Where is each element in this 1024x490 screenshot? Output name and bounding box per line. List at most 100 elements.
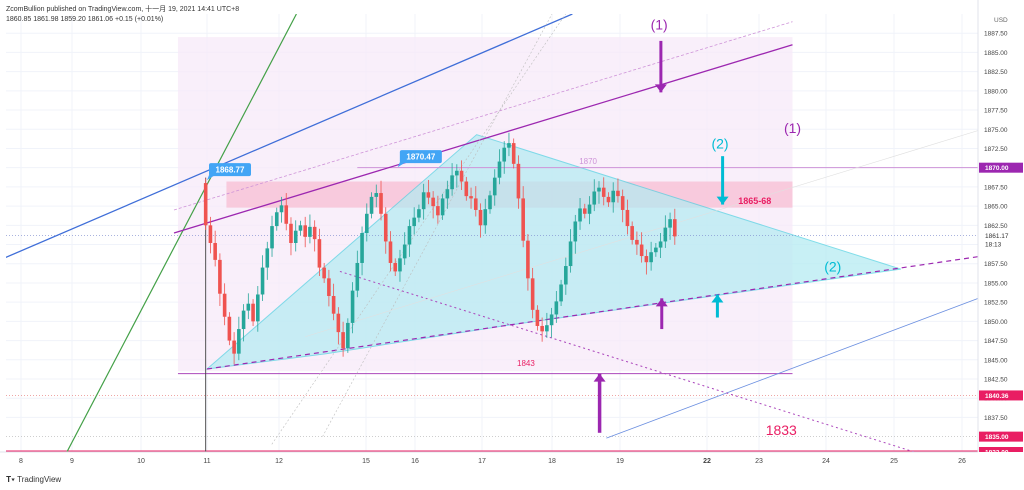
arrow-up-purple-large-head xyxy=(593,373,606,382)
candle xyxy=(639,232,644,263)
time-tick: 24 xyxy=(822,458,830,465)
time-tick: 22 xyxy=(703,458,711,465)
candle xyxy=(507,132,511,157)
callout-text: 1870.47 xyxy=(406,153,435,162)
candle-body xyxy=(203,183,208,226)
wave-label: (2) xyxy=(824,258,841,274)
candle xyxy=(331,283,336,321)
candle xyxy=(265,241,270,280)
price-tick: 1865.00 xyxy=(984,204,1008,211)
candle-body xyxy=(469,196,473,199)
candle-body xyxy=(317,239,322,268)
candle-body xyxy=(227,316,232,341)
candle xyxy=(535,305,540,331)
candle-body xyxy=(426,192,431,198)
candle xyxy=(270,215,274,257)
candle xyxy=(218,253,222,306)
price-tick: 1845.00 xyxy=(984,357,1008,364)
time-tick: 12 xyxy=(275,458,283,465)
candle xyxy=(540,317,544,342)
candle-body xyxy=(535,309,540,326)
candle xyxy=(530,267,535,319)
candle-body xyxy=(327,278,331,297)
candle xyxy=(256,286,260,332)
candle-body xyxy=(559,284,563,302)
candle-body xyxy=(450,175,454,190)
candle xyxy=(521,186,525,248)
candle-body xyxy=(630,226,634,240)
time-tick: 18 xyxy=(548,458,556,465)
level-label: 1870 xyxy=(579,157,597,166)
candle-body xyxy=(601,187,606,197)
candle-body xyxy=(654,247,658,253)
candle xyxy=(364,203,369,242)
time-tick: 8 xyxy=(19,458,23,465)
candle-body xyxy=(455,170,459,176)
candle xyxy=(322,262,326,283)
purple-channel-outer xyxy=(173,21,793,211)
candle xyxy=(393,258,398,277)
candle xyxy=(440,193,445,220)
candle-body xyxy=(312,226,317,240)
candle xyxy=(374,184,379,208)
candle xyxy=(673,208,677,245)
candle xyxy=(227,312,232,346)
candle-body xyxy=(545,325,549,332)
candle xyxy=(578,198,582,230)
candle-body xyxy=(274,212,279,227)
candle-body xyxy=(644,256,649,263)
candle-body xyxy=(564,266,568,285)
purple-lower-dashed xyxy=(206,256,978,370)
candle xyxy=(620,189,625,223)
callout-pointer xyxy=(207,175,215,181)
candle xyxy=(241,304,246,342)
candle xyxy=(549,307,554,338)
candle-body xyxy=(530,278,535,310)
candle-body xyxy=(341,332,345,349)
candle-body xyxy=(383,213,388,242)
wave-label: (1) xyxy=(651,16,668,32)
candle-body xyxy=(260,267,265,295)
candle xyxy=(274,207,279,231)
candle xyxy=(445,180,450,209)
wave-label: (1) xyxy=(784,120,801,136)
time-tick: 25 xyxy=(890,458,898,465)
candle xyxy=(436,195,440,224)
candle-body xyxy=(322,267,326,279)
candle-body xyxy=(407,226,412,245)
price-axis-bg xyxy=(978,0,1024,452)
candle-body xyxy=(293,230,298,243)
price-badge: 1840.36 xyxy=(985,393,1009,400)
candle xyxy=(459,160,464,190)
candle xyxy=(455,164,459,188)
candle-body xyxy=(360,233,364,263)
candle-body xyxy=(611,190,616,203)
candle xyxy=(369,192,374,219)
candle-body xyxy=(402,244,407,259)
candle-body xyxy=(639,244,644,257)
tv-brand-text: TradingView xyxy=(17,475,62,484)
candle-body xyxy=(398,258,402,272)
candle-body xyxy=(540,325,544,332)
candle-body xyxy=(606,196,611,203)
time-tick: 16 xyxy=(411,458,419,465)
candle xyxy=(592,179,597,212)
candle xyxy=(644,249,649,275)
candle xyxy=(663,215,668,248)
candle-body xyxy=(222,293,227,317)
price-tick: 1837.50 xyxy=(984,415,1008,422)
ohlc-line: 1860.85 1861.98 1859.20 1861.06 +0.15 (+… xyxy=(6,16,164,23)
candle-body xyxy=(421,192,426,210)
time-tick: 17 xyxy=(478,458,486,465)
candle-body xyxy=(464,181,469,197)
price-badge-bg xyxy=(979,162,1023,173)
candle xyxy=(350,282,355,334)
publisher-line: ZcomBullion published on TradingView.com… xyxy=(6,6,240,13)
candle xyxy=(526,234,530,291)
candle-body xyxy=(208,225,213,243)
candle-body xyxy=(521,198,525,241)
price-tick: 1850.00 xyxy=(984,319,1008,326)
candle xyxy=(232,332,236,365)
candle xyxy=(516,155,521,209)
